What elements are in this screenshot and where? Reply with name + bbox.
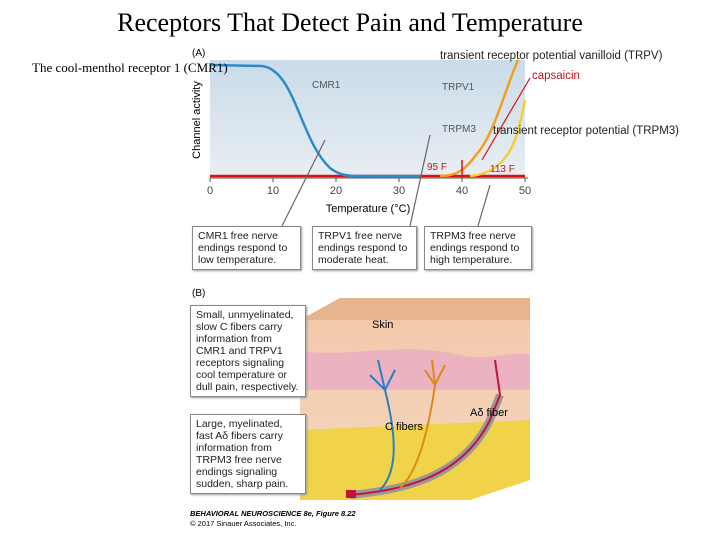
y-axis-label: Channel activity <box>191 81 203 159</box>
fiber-end <box>346 490 356 498</box>
annotation: transient receptor potential vanilloid (… <box>440 50 663 62</box>
copyright: © 2017 Sinauer Associates, Inc. <box>190 519 296 528</box>
credit: BEHAVIORAL NEUROSCIENCE 8e, Figure 8.22 <box>190 509 356 518</box>
cfiber-label: C fibers <box>385 421 423 433</box>
callout-box: Small, unmyelinated, slow C fibers carry… <box>190 305 306 397</box>
capsaicin-line <box>481 77 531 161</box>
trpv1-curve <box>439 59 520 178</box>
curve-label: CMR1 <box>312 80 341 91</box>
slide-title: Receptors That Detect Pain and Temperatu… <box>117 8 583 37</box>
x-axis-label: Temperature (°C) <box>326 203 410 215</box>
panel-label: (B) <box>192 288 205 299</box>
c-fiber-blue <box>369 359 396 491</box>
x-tick-label: 50 <box>519 185 531 197</box>
callout-box: TRPV1 free nerve endings respond to mode… <box>312 226 417 270</box>
x-tick-label: 10 <box>267 185 279 197</box>
skin-surface <box>300 298 530 320</box>
dermis <box>300 349 530 390</box>
x-tick-label: 0 <box>207 185 213 197</box>
cmr1-curve <box>209 63 420 178</box>
curve-label: TRPM3 <box>442 124 476 135</box>
plot-area <box>210 60 525 178</box>
x-tick-label: 40 <box>456 185 468 197</box>
callout-box: Large, myelinated, fast Aδ fibers carry … <box>190 414 306 494</box>
side-label: The cool-menthol receptor 1 (CMR1) <box>32 60 228 75</box>
x-tick-label: 20 <box>330 185 342 197</box>
callout-box: TRPM3 free nerve endings respond to high… <box>424 226 532 270</box>
annotation: 113 F <box>490 164 515 175</box>
callout-box: CMR1 free nerve endings respond to low t… <box>192 226 301 270</box>
panel-label: (A) <box>192 48 205 59</box>
c-fiber-orange <box>399 359 446 489</box>
skin-label: Skin <box>372 319 393 331</box>
annotation: capsaicin <box>532 70 580 82</box>
x-tick-label: 30 <box>393 185 405 197</box>
annotation: 95 F <box>427 162 448 173</box>
adelta-label: Aδ fiber <box>470 407 508 419</box>
trpm3-curve <box>469 99 527 178</box>
annotation: transient receptor potential (TRPM3) <box>493 125 679 137</box>
adelta-fiber <box>349 359 502 496</box>
curve-label: TRPV1 <box>442 82 475 93</box>
